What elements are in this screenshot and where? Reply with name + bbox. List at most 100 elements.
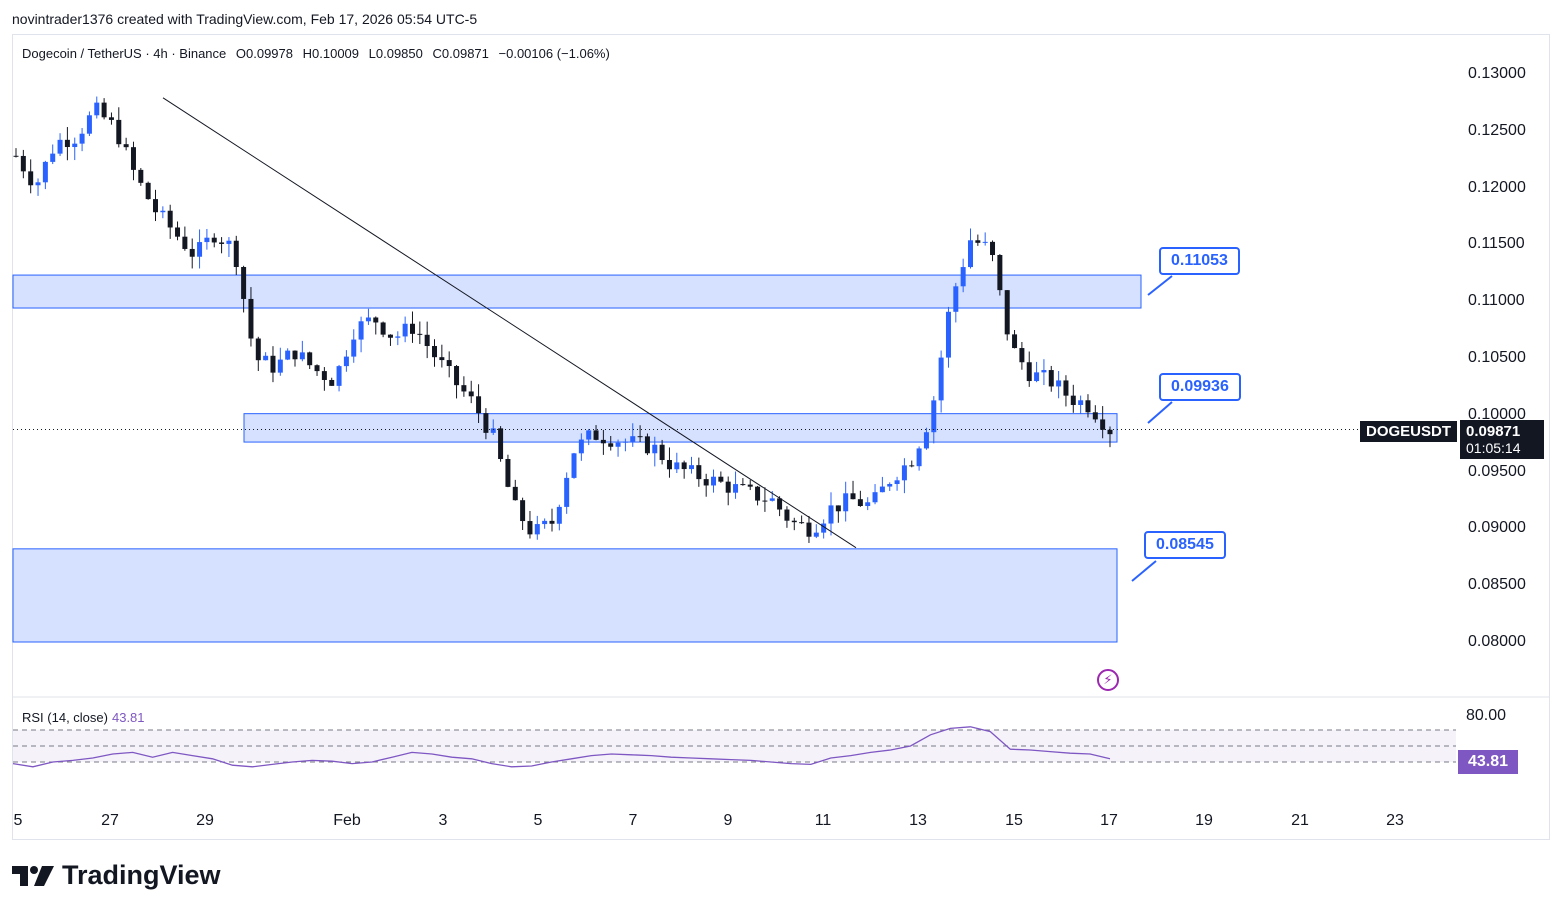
candle-body bbox=[461, 385, 467, 392]
candle-body bbox=[850, 493, 856, 500]
candle-body bbox=[652, 444, 658, 454]
rsi-value-tag: 43.81 bbox=[1458, 750, 1518, 774]
candle-body bbox=[630, 436, 636, 442]
brand-logo[interactable]: TradingView bbox=[12, 860, 221, 891]
candle-body bbox=[733, 484, 739, 493]
candle-body bbox=[931, 400, 937, 433]
callout-pointer-2 bbox=[1131, 560, 1157, 582]
candle-body bbox=[189, 248, 195, 257]
price-tick-label: 0.08500 bbox=[1468, 576, 1526, 594]
rsi-legend[interactable]: RSI (14, close) 43.81 bbox=[22, 710, 145, 725]
candle-body bbox=[887, 484, 893, 487]
candle-body bbox=[622, 441, 628, 443]
candle-body bbox=[960, 267, 966, 287]
candle-body bbox=[747, 484, 753, 487]
candle-body bbox=[879, 486, 885, 493]
candle-body bbox=[299, 352, 305, 360]
candle-body bbox=[167, 210, 173, 228]
candle-body bbox=[387, 334, 393, 338]
candle-body bbox=[916, 448, 922, 467]
callout-pointer-0 bbox=[1147, 275, 1173, 296]
price-tick-label: 0.13000 bbox=[1468, 65, 1526, 82]
candle-body bbox=[79, 133, 85, 144]
candle-body bbox=[740, 484, 746, 486]
candle-body bbox=[564, 477, 570, 507]
candle-body bbox=[696, 465, 702, 480]
callout-resistance[interactable]: 0.11053 bbox=[1159, 247, 1240, 275]
candle-body bbox=[571, 453, 577, 478]
lightning-icon[interactable]: ⚡ bbox=[1097, 669, 1119, 691]
candle-body bbox=[938, 357, 944, 401]
candle-body bbox=[101, 102, 107, 118]
legend-symbol[interactable]: Dogecoin / TetherUS · 4h · Binance bbox=[22, 46, 227, 61]
zone-0 bbox=[12, 274, 1142, 309]
candle-body bbox=[439, 357, 445, 361]
candle-body bbox=[953, 286, 959, 312]
candle-body bbox=[336, 366, 342, 386]
candle-body bbox=[402, 323, 408, 337]
candle-body bbox=[175, 227, 181, 237]
candle-body bbox=[534, 524, 540, 535]
time-tick-label: 9 bbox=[723, 812, 733, 829]
rsi-line bbox=[12, 726, 1111, 768]
candle-body bbox=[219, 242, 225, 244]
time-tick-label: 5 bbox=[13, 812, 23, 829]
candle-body bbox=[233, 240, 239, 268]
candle-body bbox=[395, 336, 401, 338]
candle-body bbox=[20, 155, 26, 172]
candle-body bbox=[718, 476, 724, 482]
candle-body bbox=[835, 505, 841, 512]
time-tick-label: 19 bbox=[1195, 812, 1213, 829]
candle-body bbox=[277, 359, 283, 373]
symbol-legend: Dogecoin / TetherUS · 4h · Binance O0.09… bbox=[22, 46, 616, 61]
rsi-label: RSI (14, close) bbox=[22, 710, 108, 725]
candle-body bbox=[241, 267, 247, 299]
candle-body bbox=[688, 465, 694, 470]
candle-body bbox=[681, 462, 687, 470]
candle-body bbox=[116, 119, 122, 145]
candle-body bbox=[123, 144, 129, 148]
callout-mid[interactable]: 0.09936 bbox=[1159, 373, 1241, 401]
candle-body bbox=[975, 240, 981, 243]
candle-body bbox=[1034, 372, 1040, 382]
legend-low: L0.09850 bbox=[368, 46, 423, 61]
candle-body bbox=[703, 479, 709, 486]
candle-body bbox=[769, 498, 775, 501]
time-tick-label: 21 bbox=[1291, 812, 1309, 829]
candle-body bbox=[1056, 380, 1062, 387]
candle-body bbox=[130, 147, 136, 170]
brand-name: TradingView bbox=[62, 860, 221, 890]
candle-body bbox=[248, 298, 254, 339]
time-tick-label: 11 bbox=[814, 812, 832, 829]
candle-body bbox=[644, 436, 650, 454]
legend-open: O0.09978 bbox=[235, 46, 293, 61]
candle-body bbox=[358, 321, 364, 340]
candle-body bbox=[380, 322, 386, 335]
candle-body bbox=[145, 182, 151, 200]
candle-body bbox=[1078, 400, 1084, 405]
candle-body bbox=[990, 241, 996, 256]
candle-body bbox=[28, 171, 34, 186]
candle-body bbox=[314, 365, 320, 372]
candle-body bbox=[483, 413, 489, 433]
candle-body bbox=[138, 169, 144, 183]
candle-body bbox=[549, 520, 555, 524]
candle-body bbox=[542, 520, 548, 525]
candle-body bbox=[505, 459, 511, 487]
candle-body bbox=[424, 334, 430, 347]
candle-body bbox=[857, 499, 863, 507]
candle-body bbox=[1070, 395, 1076, 405]
trendline bbox=[162, 97, 857, 549]
price-tick-label: 0.10000 bbox=[1468, 405, 1526, 423]
chart-frame bbox=[12, 34, 1550, 840]
candle-body bbox=[1063, 380, 1069, 396]
time-tick-label: 17 bbox=[1100, 812, 1118, 829]
legend-high: H0.10009 bbox=[302, 46, 360, 61]
candle-body bbox=[865, 502, 871, 507]
candle-body bbox=[373, 317, 379, 323]
zone-2 bbox=[12, 548, 1118, 643]
callout-support[interactable]: 0.08545 bbox=[1144, 531, 1226, 559]
candle-body bbox=[784, 509, 790, 521]
candle-body bbox=[454, 366, 460, 386]
